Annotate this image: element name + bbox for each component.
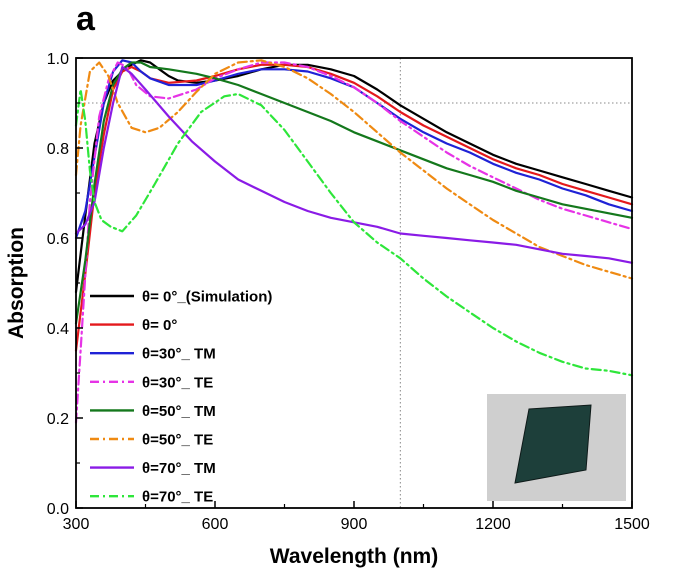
- x-axis-ticks: 300 600 900 1200 1500: [63, 501, 650, 533]
- y-tick-label: 1.0: [47, 51, 69, 68]
- x-tick-label: 1500: [614, 516, 650, 533]
- x-tick-label: 600: [202, 516, 229, 533]
- reference-lines: [76, 58, 632, 508]
- x-tick-label: 300: [63, 516, 90, 533]
- series-line-7: [74, 65, 634, 264]
- y-tick-label: 0.2: [47, 411, 69, 428]
- x-axis-title: Wavelength (nm): [270, 545, 438, 568]
- panel-label: a: [76, 0, 96, 38]
- legend-label-2: θ= 0°: [142, 317, 177, 334]
- series-line-8: [74, 88, 634, 377]
- legend-label-6: θ=50°_ TE: [142, 432, 213, 449]
- series-line-6: [74, 59, 634, 280]
- sample-photo-inset: [487, 394, 626, 501]
- sample-square: [514, 404, 592, 484]
- legend-label-1: θ= 0°_(Simulation): [142, 289, 272, 306]
- series-line-2: [74, 63, 634, 352]
- y-axis-title: Absorption: [5, 227, 28, 339]
- series-line-5: [74, 61, 634, 325]
- y-axis-ticks: 0.0 0.2 0.4 0.6 0.8 1.0: [47, 51, 83, 518]
- y-tick-label: 0.8: [47, 141, 69, 158]
- y-tick-label: 0.6: [47, 231, 69, 248]
- legend-label-7: θ=70°_ TM: [142, 460, 216, 477]
- series-line-3: [74, 59, 634, 240]
- legend-label-3: θ=30°_ TM: [142, 346, 216, 363]
- y-tick-label: 0.0: [47, 501, 69, 518]
- y-tick-label: 0.4: [47, 321, 69, 338]
- x-tick-label: 1200: [475, 516, 511, 533]
- series-lines: [74, 59, 634, 424]
- legend-label-8: θ=70°_ TE: [142, 489, 213, 506]
- series-line-4: [74, 61, 634, 424]
- legend-label-4: θ=30°_ TE: [142, 374, 213, 391]
- legend: θ= 0°_(Simulation) θ= 0° θ=30°_ TM θ=30°_ T…: [90, 289, 272, 506]
- x-tick-label: 900: [341, 516, 368, 533]
- legend-label-5: θ=50°_ TM: [142, 403, 216, 420]
